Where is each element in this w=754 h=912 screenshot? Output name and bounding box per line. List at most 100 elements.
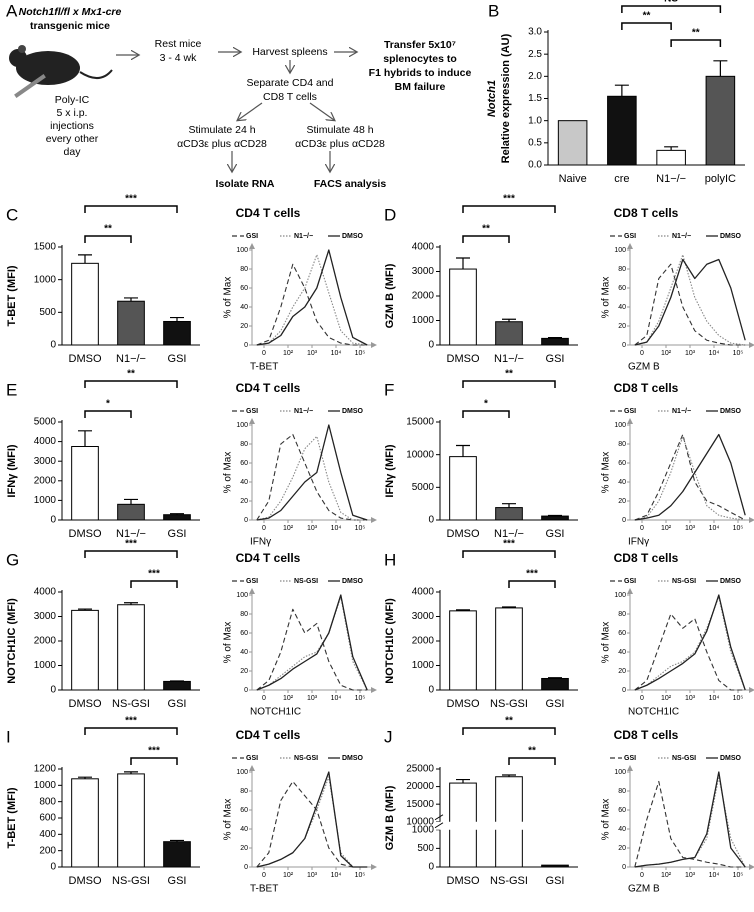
y-tick-label: 800: [39, 796, 56, 807]
y-tick-label: 20: [618, 845, 626, 852]
x-tick-label: 10²: [283, 350, 294, 357]
x-tick-label: 10³: [307, 525, 318, 532]
y-tick-label: 2.0: [528, 71, 542, 82]
axis-break: [434, 821, 580, 830]
significance-label: *: [106, 399, 110, 410]
significance-label: **: [505, 716, 513, 727]
y-tick-label: 0: [50, 862, 56, 873]
y-tick-label: 1000: [412, 315, 435, 326]
y-tick-label: 60: [618, 630, 626, 637]
y-tick-label: 80: [618, 266, 626, 273]
chart-title: CD4 T cells: [236, 206, 301, 220]
x-tick-label: 10³: [685, 695, 696, 702]
diagram-text: Transfer 5x10⁷: [384, 39, 456, 51]
x-tick-label: GSI: [168, 353, 187, 365]
significance-label: **: [692, 28, 700, 39]
x-tick-label: GSI: [546, 875, 565, 887]
bar: [449, 610, 477, 691]
y-tick-label: 1.5: [528, 93, 542, 104]
significance-label: **: [505, 369, 513, 380]
chart-title: CD8 T cells: [614, 206, 679, 220]
diagram-text: αCD3ε plus αCD28: [295, 138, 385, 150]
y-tick-label: 0: [244, 517, 248, 524]
y-tick-label: 80: [618, 441, 626, 448]
error-bar: [78, 254, 92, 264]
y-tick-label: 0: [50, 515, 56, 526]
significance-label: **: [482, 224, 490, 235]
x-tick-label: 10⁴: [331, 350, 342, 357]
chart-title: CD8 T cells: [614, 728, 679, 742]
y-tick-label: 20000: [406, 781, 434, 792]
y-tick-label: 3.0: [528, 27, 542, 38]
histogram-curve: [634, 433, 746, 521]
y-tick-label: 0: [244, 864, 248, 871]
significance-bracket: [621, 22, 672, 30]
histogram-curve: [256, 254, 368, 346]
diagram-text: Separate CD4 and: [247, 77, 334, 89]
x-tick-label: GSI: [546, 698, 565, 710]
y-tick-label: 1000: [412, 660, 435, 671]
y-tick-label: 80: [240, 788, 248, 795]
bar: [71, 609, 99, 691]
y-tick-label: 5000: [34, 417, 57, 428]
y-tick-label: 1000: [34, 780, 57, 791]
y-tick-label: 15000: [406, 417, 434, 428]
x-tick-label: 10⁴: [709, 695, 720, 702]
panel-letter: F: [384, 380, 394, 399]
y-axis-label: % of Max: [223, 277, 234, 319]
legend-label: N1−/−: [672, 408, 691, 415]
y-tick-label: 100: [236, 422, 248, 429]
y-tick-label: 400: [39, 829, 56, 840]
x-tick-label: 10²: [661, 695, 672, 702]
histogram-curve: [256, 433, 368, 521]
y-axis-label: Relative expression (AU): [500, 33, 512, 163]
bar: [163, 680, 191, 691]
significance-label: *: [484, 399, 488, 410]
panel-letter: B: [488, 1, 499, 20]
legend-label: GSI: [246, 755, 258, 762]
y-tick-label: 40: [240, 304, 248, 311]
legend-label: DMSO: [342, 233, 364, 240]
x-tick-label: 10⁵: [355, 350, 366, 357]
legend-label: DMSO: [720, 408, 742, 415]
histogram-curve: [634, 780, 746, 868]
significance-bracket: [462, 205, 556, 213]
y-tick-label: 100: [236, 769, 248, 776]
significance-bracket: [84, 410, 132, 418]
bar: [117, 773, 145, 868]
x-tick-label: 0: [262, 525, 266, 532]
x-tick-label: 10⁵: [355, 525, 366, 532]
x-tick-label: DMSO: [447, 353, 480, 365]
error-bar: [456, 444, 470, 457]
x-axis-label: T-BET: [250, 362, 278, 373]
x-tick-label: 0: [640, 525, 644, 532]
legend-label: DMSO: [720, 755, 742, 762]
x-tick-label: DMSO: [447, 875, 480, 887]
error-bar: [124, 771, 138, 774]
x-tick-label: 10³: [685, 525, 696, 532]
y-tick-label: 80: [240, 611, 248, 618]
y-axis-label: % of Max: [223, 622, 234, 664]
y-tick-label: 4000: [34, 436, 57, 447]
significance-label: **: [127, 369, 135, 380]
x-tick-label: NS-GSI: [490, 875, 528, 887]
diagram-text: αCD3ε plus αCD28: [177, 138, 267, 150]
significance-label: ***: [125, 716, 137, 727]
significance-label: ***: [503, 539, 515, 550]
y-tick-label: 60: [618, 807, 626, 814]
diagram-text: Rest mice: [155, 38, 202, 50]
bar: [541, 677, 569, 691]
panel-letter: I: [6, 727, 11, 746]
x-tick-label: polyIC: [705, 173, 736, 185]
x-tick-label: GSI: [546, 528, 565, 540]
legend-label: DMSO: [342, 408, 364, 415]
x-tick-label: DMSO: [69, 528, 102, 540]
y-tick-label: 0: [428, 862, 434, 873]
x-tick-label: 10⁴: [709, 525, 720, 532]
significance-label: ***: [125, 194, 137, 205]
significance-bracket: [462, 410, 510, 418]
x-axis-label: GZM B: [628, 884, 660, 895]
significance-label: ***: [148, 569, 160, 580]
bar: [117, 300, 145, 346]
y-axis-label: Notch1: [486, 80, 498, 117]
